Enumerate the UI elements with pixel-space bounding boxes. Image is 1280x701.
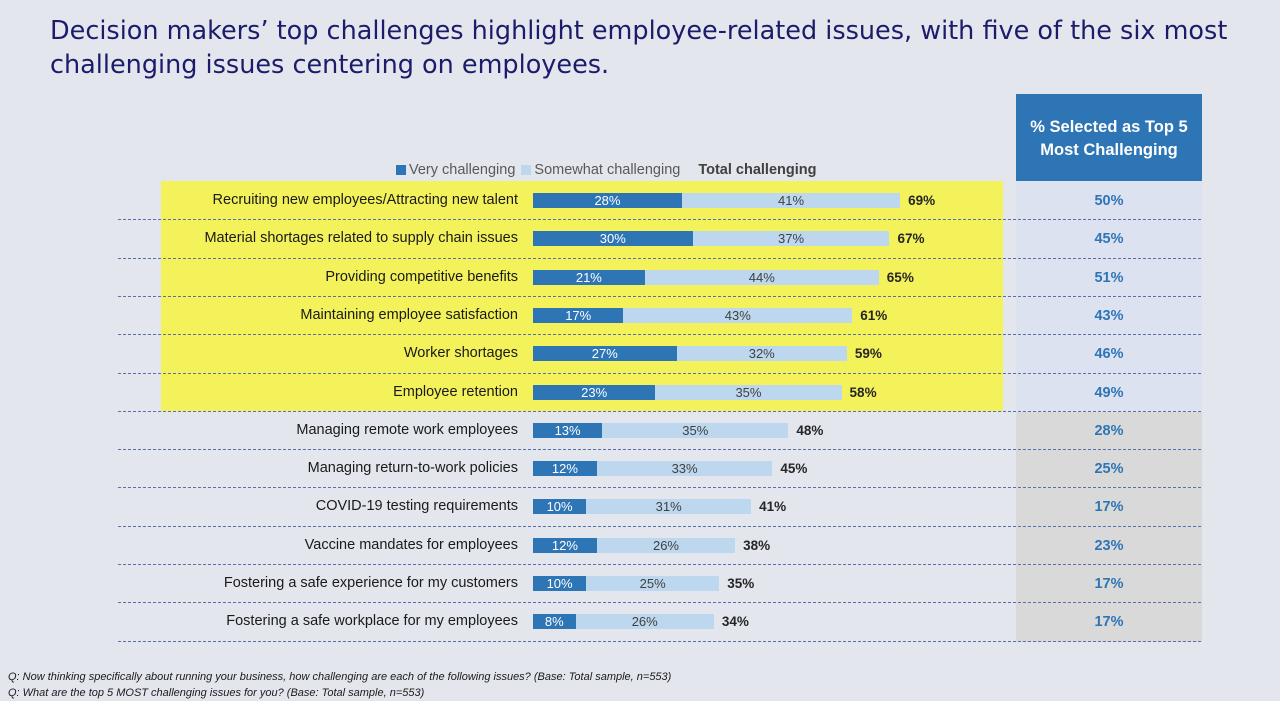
chart-row: Worker shortages 27% 32% 59% 46% [0, 334, 1280, 372]
bar-somewhat-challenging: 44% [644, 269, 879, 285]
bar-somewhat-challenging: 43% [623, 307, 853, 323]
total-label: 69% [908, 193, 936, 208]
category-label: COVID-19 testing requirements [315, 498, 518, 515]
row-separator [118, 526, 1201, 527]
chart-legend: Very challenging Somewhat challenging To… [396, 160, 816, 180]
row-separator [118, 602, 1201, 603]
bar-very-challenging: 12% [533, 461, 597, 477]
row-separator [118, 449, 1201, 450]
top5-value: 51% [1094, 269, 1124, 286]
chart-row: Providing competitive benefits 21% 44% 65% 5… [0, 258, 1280, 296]
top5-column-header: % Selected as Top 5 Most Challenging [1016, 94, 1202, 181]
total-label: 67% [897, 231, 925, 247]
legend-item-somewhat: Somewhat challenging [521, 162, 680, 178]
category-label: Employee retention [393, 383, 518, 400]
top5-value: 17% [1094, 614, 1124, 631]
category-label: Worker shortages [403, 345, 518, 362]
row-separator [118, 564, 1201, 565]
total-label: 34% [721, 614, 749, 630]
bar-very-challenging: 27% [533, 346, 677, 362]
chart-row: Vaccine mandates for employees 12% 26% 38% 2… [0, 526, 1280, 564]
row-separator [118, 411, 1201, 412]
top5-value: 23% [1094, 537, 1124, 554]
bar-very-challenging: 21% [533, 269, 645, 285]
total-label: 41% [759, 499, 787, 515]
bar-very-challenging: 13% [533, 422, 603, 438]
chart-row: Managing return-to-work policies 12% 33% 45… [0, 449, 1280, 487]
bar-somewhat-challenging: 26% [596, 537, 736, 553]
footnote-question-2: Q: What are the top 5 MOST challenging i… [8, 687, 425, 699]
category-label: Fostering a safe workplace for my employ… [226, 613, 518, 630]
top5-column-background-bottom [1016, 412, 1202, 642]
legend-item-very: Very challenging [396, 162, 515, 178]
top5-value: 45% [1094, 231, 1124, 248]
total-label: 35% [727, 576, 755, 591]
chart-row: Employee retention 23% 35% 58% 49% [0, 373, 1280, 411]
category-label: Managing remote work employees [296, 421, 518, 438]
chart-row: Fostering a safe workplace for my employ… [0, 602, 1280, 640]
bar-very-challenging: 28% [533, 193, 682, 208]
bar-somewhat-challenging: 35% [655, 384, 842, 400]
total-label: 65% [886, 269, 914, 285]
total-label: 58% [849, 384, 877, 400]
top5-value: 17% [1094, 576, 1124, 592]
top5-value: 43% [1094, 307, 1124, 324]
legend-swatch-somewhat [521, 165, 532, 175]
row-separator [118, 334, 1201, 335]
chart-row: Maintaining employee satisfaction 17% 43% 6… [0, 296, 1280, 334]
total-label: 38% [743, 537, 771, 553]
bar-very-challenging: 23% [533, 384, 656, 400]
bar-somewhat-challenging: 31% [586, 499, 752, 515]
chart-row: Managing remote work employees 13% 35% 48% 2… [0, 411, 1280, 449]
top5-column-header-label: % Selected as Top 5 Most Challenging [1030, 118, 1188, 159]
legend-label-total: Total challenging [698, 162, 817, 178]
bar-somewhat-challenging: 32% [676, 346, 847, 362]
top5-value: 46% [1094, 346, 1124, 363]
row-separator [118, 487, 1201, 488]
legend-label-somewhat: Somewhat challenging [534, 162, 681, 178]
legend-swatch-very [396, 165, 406, 175]
chart-row: Recruiting new employees/Attracting new … [0, 181, 1280, 219]
total-label: 45% [780, 461, 808, 477]
top5-value: 28% [1094, 422, 1124, 439]
top5-value: 17% [1094, 499, 1124, 516]
bar-very-challenging: 17% [533, 307, 624, 323]
bar-very-challenging: 10% [533, 576, 587, 591]
category-label: Vaccine mandates for employees [304, 536, 518, 553]
bar-somewhat-challenging: 35% [602, 422, 789, 438]
top5-value: 50% [1094, 193, 1124, 209]
row-separator [118, 219, 1201, 220]
row-separator [118, 296, 1201, 297]
row-separator [118, 373, 1201, 374]
total-label: 61% [860, 307, 888, 323]
category-label: Material shortages related to supply cha… [204, 230, 518, 247]
bar-somewhat-challenging: 33% [596, 461, 773, 477]
chart-row: Fostering a safe experience for my custo… [0, 564, 1280, 602]
top5-value: 25% [1094, 461, 1124, 478]
bar-very-challenging: 30% [533, 231, 693, 247]
bar-somewhat-challenging: 26% [575, 614, 714, 630]
category-label: Recruiting new employees/Attracting new … [212, 192, 518, 208]
category-label: Fostering a safe experience for my custo… [223, 575, 518, 591]
bar-somewhat-challenging: 37% [692, 231, 890, 247]
top5-value: 49% [1094, 384, 1124, 401]
footnote-question-1: Q: Now thinking specifically about runni… [8, 671, 672, 683]
chart-row: COVID-19 testing requirements 10% 31% 41% 17… [0, 487, 1280, 525]
bar-very-challenging: 8% [533, 614, 576, 630]
total-label: 59% [854, 346, 882, 362]
bar-very-challenging: 10% [533, 499, 587, 515]
bar-somewhat-challenging: 41% [681, 193, 901, 208]
bar-somewhat-challenging: 25% [586, 576, 720, 591]
bar-very-challenging: 12% [533, 537, 597, 553]
category-label: Managing return-to-work policies [307, 460, 518, 477]
category-label: Providing competitive benefits [325, 268, 518, 285]
category-label: Maintaining employee satisfaction [300, 306, 518, 323]
chart-row: Material shortages related to supply cha… [0, 219, 1280, 257]
legend-label-very: Very challenging [409, 162, 516, 178]
row-separator [118, 641, 1201, 642]
page-title: Decision makers’ top challenges highligh… [50, 16, 1228, 80]
total-label: 48% [796, 422, 824, 438]
row-separator [118, 258, 1201, 259]
